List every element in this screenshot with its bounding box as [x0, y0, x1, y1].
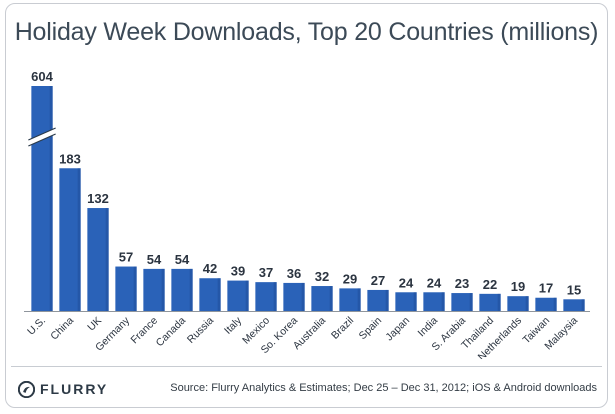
value-label-uk: 132 — [87, 191, 109, 206]
chart-frame: Holiday Week Downloads, Top 20 Countries… — [5, 3, 608, 408]
value-label-malaysia: 15 — [567, 282, 581, 297]
flurry-logo: FLURRY — [18, 379, 108, 399]
bar-uk — [87, 208, 109, 311]
bar-shade-china — [77, 168, 81, 311]
bar-shade-russia — [217, 278, 221, 311]
source-note: Source: Flurry Analytics & Estimates; De… — [170, 382, 597, 394]
bar-shade-spain — [385, 289, 389, 311]
bar-so-korea — [283, 282, 305, 311]
category-label-china: China — [48, 315, 76, 343]
axis-break-line-bottom — [28, 133, 56, 147]
bar-malaysia — [563, 299, 585, 311]
category-label-uk: UK — [85, 315, 104, 334]
bar-brazil — [339, 288, 361, 311]
bar-shade-uk — [105, 208, 109, 311]
footer-divider — [11, 366, 602, 367]
value-label-mexico: 37 — [259, 265, 273, 280]
bar-netherlands — [507, 296, 529, 311]
chart-svg: 604U.S.183China132UK57Germany54France54C… — [24, 69, 590, 359]
bar-shade-netherlands — [525, 296, 529, 311]
bar-shade-s-arabia — [469, 293, 473, 311]
value-label-spain: 27 — [371, 273, 385, 288]
bar-shade-taiwan — [553, 297, 557, 311]
category-label-canada: Canada — [154, 315, 189, 350]
category-label-japan: Japan — [383, 315, 412, 344]
logo-text: FLURRY — [40, 381, 109, 397]
bar-shade-u-s — [49, 86, 53, 311]
value-label-brazil: 29 — [343, 271, 357, 286]
category-label-brazil: Brazil — [329, 315, 356, 342]
value-label-so-korea: 36 — [287, 266, 301, 281]
value-label-france: 54 — [147, 252, 162, 267]
value-label-italy: 39 — [231, 264, 245, 279]
value-label-india: 24 — [427, 275, 442, 290]
value-label-japan: 24 — [399, 275, 414, 290]
bar-shade-italy — [245, 280, 249, 311]
category-label-spain: Spain — [357, 315, 385, 343]
bar-shade-thailand — [497, 293, 501, 311]
value-label-australia: 32 — [315, 269, 329, 284]
bar-canada — [171, 268, 193, 311]
value-label-russia: 42 — [203, 261, 217, 276]
value-label-thailand: 22 — [483, 277, 497, 292]
bar-taiwan — [535, 297, 557, 311]
bar-india — [423, 292, 445, 311]
value-label-taiwan: 17 — [539, 281, 553, 296]
bar-japan — [395, 292, 417, 311]
bar-shade-so-korea — [301, 282, 305, 311]
bar-france — [143, 268, 165, 311]
bar-shade-germany — [133, 266, 137, 311]
bar-thailand — [479, 293, 501, 311]
bar-shade-canada — [189, 268, 193, 311]
axis-break-line-top — [28, 127, 56, 141]
value-label-netherlands: 19 — [511, 279, 525, 294]
bar-australia — [311, 286, 333, 311]
value-label-u-s: 604 — [31, 69, 53, 84]
bar-shade-australia — [329, 286, 333, 311]
bar-shade-malaysia — [581, 299, 585, 311]
bar-china — [59, 168, 81, 311]
axis-break-mark — [28, 128, 56, 146]
category-label-russia: Russia — [185, 315, 216, 346]
value-label-china: 183 — [59, 151, 81, 166]
bar-mexico — [255, 282, 277, 311]
bar-s-arabia — [451, 293, 473, 311]
value-label-germany: 57 — [119, 250, 133, 265]
bar-shade-france — [161, 268, 165, 311]
bar-russia — [199, 278, 221, 311]
bar-germany — [115, 266, 137, 311]
bar-spain — [367, 289, 389, 311]
bar-u-s — [31, 86, 53, 311]
bar-chart: 604 U.S. 183 China 132 UK 57 Germany 54 France 54 C… — [18, 64, 598, 359]
bar-shade-india — [441, 292, 445, 311]
bar-shade-brazil — [357, 288, 361, 311]
category-label-u-s: U.S. — [25, 315, 48, 338]
bar-shade-japan — [413, 292, 417, 311]
chart-title: Holiday Week Downloads, Top 20 Countries… — [14, 18, 599, 46]
category-label-italy: Italy — [222, 314, 245, 337]
flurry-logo-icon — [18, 380, 35, 398]
bar-shade-mexico — [273, 282, 277, 311]
category-label-india: India — [416, 315, 441, 340]
value-label-s-arabia: 23 — [455, 276, 469, 291]
value-label-canada: 54 — [175, 252, 190, 267]
bar-italy — [227, 280, 249, 311]
